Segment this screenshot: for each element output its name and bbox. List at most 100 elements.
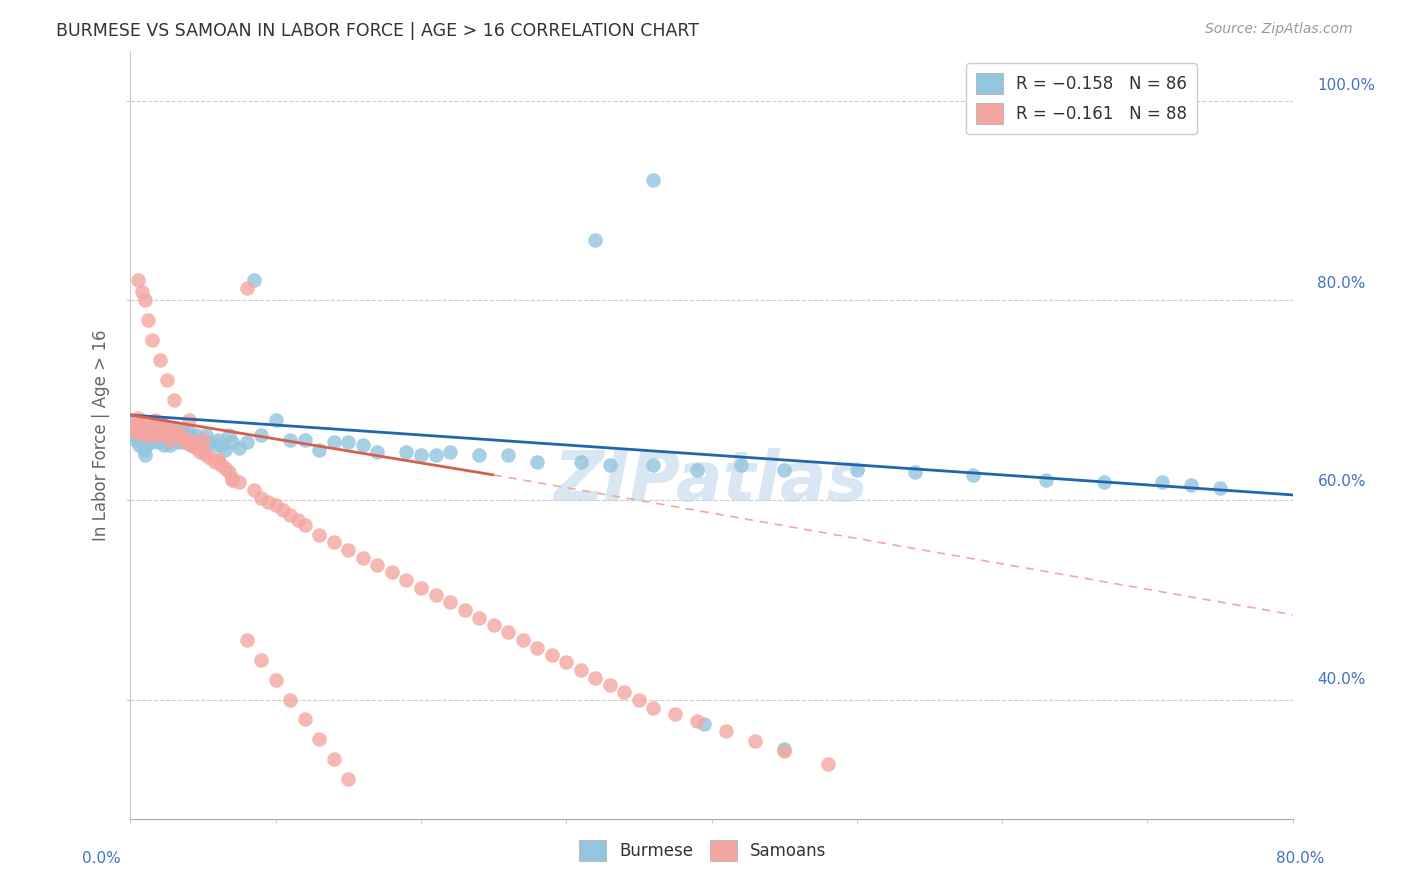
Point	[125, 433, 148, 447]
Point	[439, 445, 461, 459]
Point	[127, 417, 149, 432]
Point	[214, 461, 236, 475]
Point	[148, 353, 170, 368]
Point	[366, 558, 388, 572]
Point	[599, 458, 621, 472]
Point	[693, 717, 716, 731]
Point	[264, 673, 287, 687]
Point	[163, 433, 186, 447]
Text: 100.0%: 100.0%	[1317, 78, 1375, 93]
Point	[186, 434, 208, 449]
Point	[172, 423, 194, 437]
Point	[904, 465, 927, 479]
Point	[1209, 481, 1232, 495]
Point	[468, 448, 491, 462]
Point	[278, 433, 301, 447]
Point	[686, 714, 709, 729]
Point	[337, 434, 360, 449]
Point	[173, 434, 195, 449]
Point	[184, 428, 207, 442]
Point	[352, 438, 374, 452]
Point	[156, 373, 179, 387]
Point	[148, 423, 170, 437]
Point	[165, 425, 187, 439]
Point	[643, 700, 665, 714]
Point	[686, 463, 709, 477]
Point	[143, 413, 166, 427]
Point	[294, 433, 316, 447]
Point	[136, 313, 159, 327]
Point	[250, 491, 273, 505]
Point	[128, 415, 150, 429]
Point	[188, 438, 211, 452]
Point	[131, 285, 153, 300]
Point	[817, 757, 839, 772]
Point	[152, 428, 174, 442]
Point	[135, 438, 157, 452]
Point	[482, 617, 505, 632]
Point	[200, 434, 222, 449]
Point	[214, 442, 236, 457]
Text: 80.0%: 80.0%	[1277, 851, 1324, 865]
Point	[207, 433, 229, 447]
Point	[166, 428, 188, 442]
Y-axis label: In Labor Force | Age > 16: In Labor Force | Age > 16	[93, 329, 110, 541]
Point	[599, 677, 621, 691]
Point	[129, 417, 152, 432]
Point	[129, 423, 152, 437]
Point	[142, 423, 165, 437]
Point	[177, 433, 200, 447]
Point	[177, 413, 200, 427]
Point	[278, 508, 301, 522]
Point	[149, 433, 172, 447]
Point	[395, 573, 418, 587]
Point	[228, 475, 250, 489]
Point	[146, 434, 169, 449]
Text: BURMESE VS SAMOAN IN LABOR FORCE | AGE > 16 CORRELATION CHART: BURMESE VS SAMOAN IN LABOR FORCE | AGE >…	[56, 22, 699, 40]
Point	[124, 428, 146, 442]
Point	[132, 428, 155, 442]
Point	[195, 428, 218, 442]
Point	[569, 663, 592, 677]
Point	[174, 431, 197, 445]
Point	[155, 421, 177, 435]
Point	[352, 550, 374, 565]
Point	[221, 471, 243, 485]
Point	[157, 433, 180, 447]
Point	[425, 588, 447, 602]
Point	[613, 684, 636, 698]
Point	[146, 428, 169, 442]
Point	[294, 713, 316, 727]
Point	[131, 433, 153, 447]
Point	[221, 434, 243, 449]
Point	[468, 610, 491, 624]
Point	[337, 542, 360, 557]
Point	[526, 640, 548, 655]
Point	[204, 455, 226, 469]
Point	[132, 442, 155, 457]
Point	[730, 458, 752, 472]
Text: 80.0%: 80.0%	[1317, 276, 1365, 291]
Point	[125, 425, 148, 439]
Point	[627, 692, 650, 706]
Point	[643, 173, 665, 187]
Point	[218, 428, 240, 442]
Point	[773, 463, 796, 477]
Point	[160, 428, 183, 442]
Point	[159, 438, 181, 452]
Point	[166, 421, 188, 435]
Text: Source: ZipAtlas.com: Source: ZipAtlas.com	[1205, 22, 1353, 37]
Point	[155, 425, 177, 439]
Point	[163, 392, 186, 407]
Point	[152, 428, 174, 442]
Point	[555, 655, 578, 669]
Point	[209, 438, 232, 452]
Point	[195, 448, 218, 462]
Point	[163, 425, 186, 439]
Text: 0.0%: 0.0%	[82, 851, 121, 865]
Point	[170, 428, 193, 442]
Point	[583, 233, 606, 247]
Text: 40.0%: 40.0%	[1317, 672, 1365, 687]
Point	[207, 453, 229, 467]
Point	[366, 445, 388, 459]
